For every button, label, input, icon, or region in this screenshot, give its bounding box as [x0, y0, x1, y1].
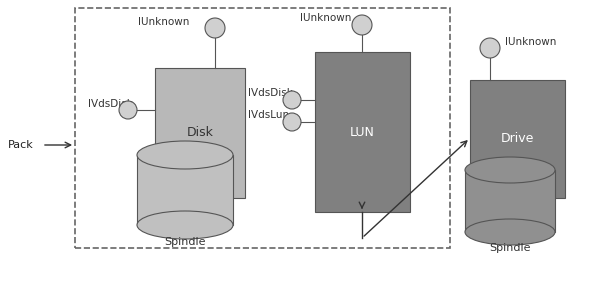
- Bar: [465, 170, 555, 232]
- Text: LUN: LUN: [350, 126, 375, 139]
- Ellipse shape: [352, 15, 372, 35]
- Ellipse shape: [119, 101, 137, 119]
- Text: Drive: Drive: [501, 133, 534, 146]
- Text: Disk: Disk: [186, 126, 213, 139]
- Ellipse shape: [465, 157, 555, 183]
- Ellipse shape: [283, 91, 301, 109]
- Text: IVdsDisk: IVdsDisk: [88, 99, 133, 109]
- Bar: [470, 80, 565, 198]
- Bar: [315, 52, 410, 212]
- Ellipse shape: [480, 38, 500, 58]
- Text: IVdsDisk: IVdsDisk: [248, 88, 293, 98]
- Text: IVdsLun: IVdsLun: [248, 110, 289, 120]
- Text: Spindle: Spindle: [489, 243, 531, 253]
- Ellipse shape: [205, 18, 225, 38]
- Text: IUnknown: IUnknown: [138, 17, 189, 27]
- Ellipse shape: [137, 211, 233, 239]
- Text: IUnknown: IUnknown: [505, 37, 557, 47]
- Ellipse shape: [283, 113, 301, 131]
- Text: Pack: Pack: [8, 140, 34, 150]
- Ellipse shape: [465, 219, 555, 245]
- Bar: [75, 8, 450, 248]
- Text: Spindle: Spindle: [164, 237, 206, 247]
- Bar: [155, 68, 245, 198]
- Ellipse shape: [137, 141, 233, 169]
- Text: IUnknown: IUnknown: [300, 13, 352, 23]
- Bar: [137, 155, 233, 225]
